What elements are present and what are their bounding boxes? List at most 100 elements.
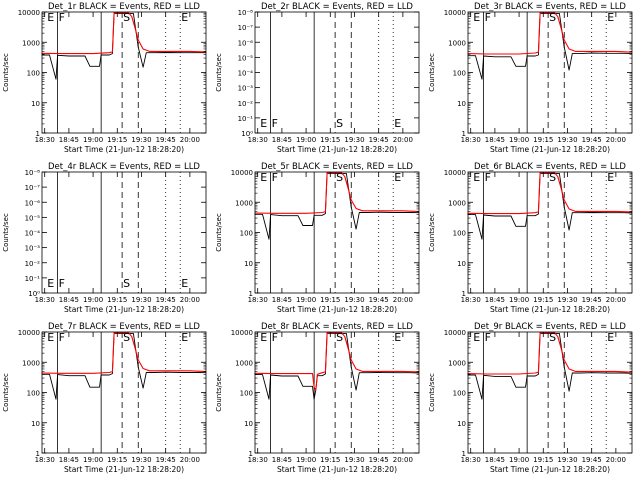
- y-axis-title: Counts/sec: [428, 213, 436, 252]
- lld-series-line: [41, 12, 207, 55]
- event-letter-e: E: [181, 331, 188, 344]
- x-tick-label: 19:00: [296, 456, 316, 464]
- x-tick-label: 19:00: [509, 296, 529, 304]
- x-tick-label: 18:45: [59, 456, 79, 464]
- detector-panel-3: Det_3r BLACK = Events, RED = LLD E F S E 1 10 1…: [426, 0, 639, 160]
- x-tick-label: 19:00: [296, 136, 316, 144]
- event-letter-s: S: [123, 277, 130, 290]
- x-tick-label: 20:00: [180, 136, 200, 144]
- x-tick-label: 18:45: [272, 296, 292, 304]
- y-tick-label: 10000: [18, 9, 40, 17]
- x-axis-title: Start Time (21-Jun-12 18:28:20): [64, 145, 184, 154]
- y-axis-title: Counts/sec: [2, 213, 10, 252]
- event-letter-s: S: [549, 331, 556, 344]
- y-tick-label: 100: [453, 70, 466, 78]
- x-tick-label: 18:30: [461, 456, 481, 464]
- y-tick-label: 10000: [444, 329, 466, 337]
- chart-title: Det_7r BLACK = Events, RED = LLD: [48, 322, 200, 332]
- event-letter-f: F: [59, 277, 65, 290]
- x-tick-label: 18:30: [248, 136, 268, 144]
- lld-series-line: [467, 332, 633, 375]
- y-axis-title: Counts/sec: [428, 53, 436, 92]
- event-letter-e: E: [607, 11, 614, 24]
- chart-title: Det_6r BLACK = Events, RED = LLD: [474, 162, 626, 172]
- x-tick-label: 19:15: [533, 296, 553, 304]
- x-tick-label: 18:30: [35, 296, 55, 304]
- x-axis-title: Start Time (21-Jun-12 18:28:20): [277, 465, 397, 474]
- x-tick-label: 19:00: [509, 136, 529, 144]
- x-tick-label: 19:45: [369, 296, 389, 304]
- x-tick-label: 19:30: [557, 136, 577, 144]
- event-letter-e: E: [473, 171, 480, 184]
- x-tick-label: 18:45: [272, 136, 292, 144]
- x-axis-title: Start Time (21-Jun-12 18:28:20): [277, 305, 397, 314]
- detector-panel-4: Det_4r BLACK = Events, RED = LLD E F S E 10⁰ 1…: [0, 160, 213, 320]
- plot-frame: [41, 11, 207, 134]
- x-tick-label: 20:00: [180, 456, 200, 464]
- event-letter-e: E: [607, 171, 614, 184]
- y-tick-label: 10⁻⁸: [25, 169, 41, 177]
- event-letter-e: E: [394, 171, 401, 184]
- y-tick-label: 1000: [22, 39, 40, 47]
- x-tick-label: 19:00: [509, 456, 529, 464]
- y-tick-label: 10: [457, 100, 466, 108]
- plot-frame: [41, 331, 207, 454]
- y-tick-label: 100: [27, 390, 40, 398]
- x-tick-label: 20:00: [180, 296, 200, 304]
- y-tick-label: 10: [244, 260, 253, 268]
- y-tick-label: 1000: [235, 199, 253, 207]
- y-tick-label: 100: [240, 390, 253, 398]
- event-letter-s: S: [336, 117, 343, 130]
- x-tick-label: 18:45: [485, 136, 505, 144]
- chart-title: Det_5r BLACK = Events, RED = LLD: [261, 162, 413, 172]
- x-tick-label: 19:30: [131, 456, 151, 464]
- y-tick-label: 10: [31, 100, 40, 108]
- lld-series-line: [467, 12, 633, 55]
- x-tick-label: 19:00: [83, 456, 103, 464]
- x-axis-title: Start Time (21-Jun-12 18:28:20): [277, 145, 397, 154]
- x-tick-label: 19:45: [582, 296, 602, 304]
- event-letter-f: F: [485, 11, 491, 24]
- x-tick-label: 20:00: [393, 296, 413, 304]
- x-tick-label: 19:15: [533, 136, 553, 144]
- y-tick-label: 10000: [444, 9, 466, 17]
- x-tick-label: 19:00: [83, 136, 103, 144]
- y-tick-label: 1: [36, 450, 40, 458]
- x-tick-label: 19:30: [131, 136, 151, 144]
- event-letter-e: E: [394, 117, 401, 130]
- y-tick-label: 1: [462, 130, 466, 138]
- y-tick-label: 1: [249, 290, 253, 298]
- x-tick-label: 19:15: [320, 456, 340, 464]
- y-tick-label: 1000: [448, 39, 466, 47]
- x-tick-label: 19:45: [156, 296, 176, 304]
- plot-frame: [467, 11, 633, 134]
- x-axis-title: Start Time (21-Jun-12 18:28:20): [64, 465, 184, 474]
- event-letter-s: S: [549, 171, 556, 184]
- event-letter-e: E: [473, 331, 480, 344]
- x-tick-label: 19:30: [344, 136, 364, 144]
- lld-series-line: [254, 172, 420, 214]
- y-axis-title: Counts/sec: [215, 53, 223, 92]
- y-tick-label: 10⁰: [241, 130, 253, 138]
- x-axis-title: Start Time (21-Jun-12 18:28:20): [490, 465, 610, 474]
- y-axis-title: Counts/sec: [428, 373, 436, 412]
- y-tick-label: 100: [240, 230, 253, 238]
- x-tick-label: 19:15: [320, 296, 340, 304]
- chart-title: Det_4r BLACK = Events, RED = LLD: [48, 162, 200, 172]
- x-tick-label: 19:15: [107, 456, 127, 464]
- y-axis-title: Counts/sec: [2, 53, 10, 92]
- y-tick-label: 10⁻⁴: [238, 70, 254, 78]
- y-tick-label: 10: [31, 420, 40, 428]
- event-letter-e: E: [181, 11, 188, 24]
- event-letter-s: S: [123, 331, 130, 344]
- y-tick-label: 10000: [18, 329, 40, 337]
- x-tick-label: 18:30: [248, 296, 268, 304]
- x-tick-label: 19:30: [557, 296, 577, 304]
